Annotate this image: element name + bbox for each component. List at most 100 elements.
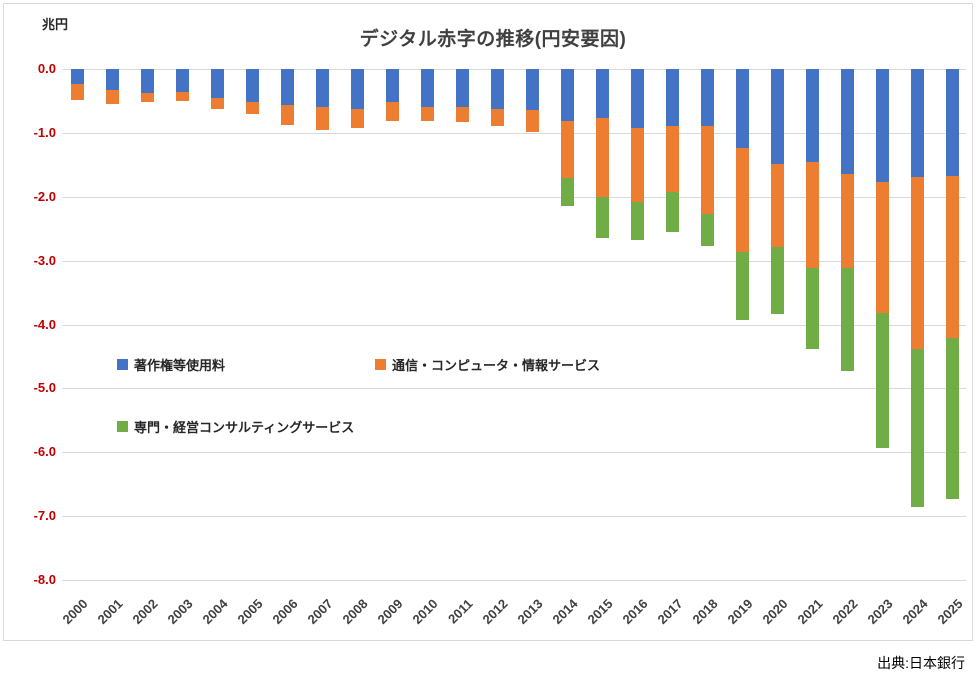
- bar-segment-2015: [595, 118, 609, 197]
- bar-segment-2015: [595, 69, 609, 119]
- gridline--2.0: [62, 196, 966, 198]
- gridline--8.0: [62, 580, 966, 581]
- bar-2007: [315, 69, 329, 130]
- bar-segment-2025: [945, 175, 959, 338]
- bar-2012: [490, 69, 504, 126]
- bar-segment-2002: [140, 92, 154, 103]
- y-axis-tick-label: -7.0: [33, 508, 56, 524]
- bar-segment-2025: [945, 69, 959, 176]
- legend-label: 通信・コンピュータ・情報サービス: [392, 358, 601, 373]
- bar-segment-2010: [420, 69, 434, 107]
- y-axis-tick-label: -3.0: [33, 252, 56, 268]
- bar-segment-2017: [665, 69, 679, 126]
- bar-segment-2018: [700, 213, 714, 246]
- bar-2023: [875, 69, 889, 449]
- bar-2025: [945, 69, 959, 500]
- y-axis-tick-label: 0.0: [37, 61, 56, 76]
- y-axis-tick-label: -1.0: [33, 124, 56, 140]
- bar-2002: [140, 69, 154, 103]
- bar-segment-2009: [385, 102, 399, 122]
- gridline--5.0: [62, 388, 966, 390]
- bar-segment-2002: [140, 69, 154, 93]
- bar-2019: [735, 69, 749, 321]
- bar-segment-2019: [735, 251, 749, 321]
- bar-segment-2017: [665, 191, 679, 232]
- bar-segment-2014: [560, 69, 574, 122]
- bar-segment-2024: [910, 176, 924, 350]
- bar-segment-2014: [560, 178, 574, 207]
- legend-swatch-green-icon: [117, 421, 128, 432]
- legend-label: 著作権等使用料: [134, 358, 226, 373]
- bar-2001: [105, 69, 119, 105]
- bar-2010: [420, 69, 434, 122]
- bar-segment-2012: [490, 108, 504, 126]
- bar-segment-2005: [245, 69, 259, 102]
- bar-segment-2000: [70, 69, 84, 85]
- bar-segment-2001: [105, 69, 119, 91]
- gridline--7.0: [62, 516, 966, 518]
- y-axis-unit-label: 兆円: [42, 17, 69, 32]
- bar-segment-2006: [280, 104, 294, 125]
- bar-segment-2023: [875, 69, 889, 183]
- bar-segment-2021: [805, 161, 819, 268]
- bar-segment-2006: [280, 69, 294, 105]
- bar-segment-2011: [455, 106, 469, 122]
- legend-swatch-blue-icon: [117, 359, 128, 370]
- gridline--3.0: [62, 260, 966, 262]
- chart-card: 兆円 デジタル赤字の推移(円安要因) 2000 2001 2002 2003 2004 2…: [3, 3, 973, 641]
- bar-segment-2014: [560, 121, 574, 179]
- bar-segment-2007: [315, 69, 329, 108]
- bar-segment-2003: [175, 69, 189, 92]
- source-credit: 出典:日本銀行: [877, 655, 965, 671]
- bar-segment-2010: [420, 106, 434, 122]
- bar-segment-2016: [630, 69, 644, 129]
- bar-segment-2008: [350, 108, 364, 129]
- bar-2015: [595, 69, 609, 239]
- bar-2016: [630, 69, 644, 241]
- bar-segment-2018: [700, 126, 714, 214]
- bar-segment-2016: [630, 128, 644, 202]
- bar-2022: [840, 69, 854, 372]
- chart-title: デジタル赤字の推移(円安要因): [359, 29, 627, 50]
- bar-2014: [560, 69, 574, 207]
- bar-segment-2020: [770, 163, 784, 248]
- bar-segment-2018: [700, 69, 714, 127]
- bar-segment-2019: [735, 147, 749, 252]
- bar-2005: [245, 69, 259, 114]
- bar-segment-2020: [770, 247, 784, 315]
- bar-2003: [175, 69, 189, 101]
- bar-2020: [770, 69, 784, 315]
- bar-2008: [350, 69, 364, 129]
- bar-segment-2015: [595, 196, 609, 239]
- bar-segment-2022: [840, 268, 854, 372]
- legend-item-telecom-computer-info-services: 通信・コンピュータ・情報サービス: [375, 355, 600, 374]
- bar-segment-2023: [875, 182, 889, 313]
- bar-segment-2022: [840, 69, 854, 175]
- bar-segment-2012: [490, 69, 504, 109]
- y-axis-tick-label: -4.0: [33, 316, 56, 332]
- bar-segment-2024: [910, 69, 924, 177]
- gridline--6.0: [62, 452, 966, 454]
- bar-2018: [700, 69, 714, 246]
- bar-segment-2019: [735, 69, 749, 148]
- y-axis-tick-label: -6.0: [33, 444, 56, 460]
- bar-segment-2024: [910, 349, 924, 508]
- bar-2006: [280, 69, 294, 125]
- bar-segment-2013: [525, 109, 539, 132]
- bar-segment-2016: [630, 201, 644, 241]
- bar-2021: [805, 69, 819, 349]
- bar-segment-2011: [455, 69, 469, 107]
- bar-segment-2017: [665, 125, 679, 192]
- bar-2017: [665, 69, 679, 232]
- bar-segment-2004: [210, 98, 224, 110]
- bar-segment-2013: [525, 69, 539, 110]
- gridline--4.0: [62, 324, 966, 326]
- bar-segment-2021: [805, 267, 819, 349]
- bar-2024: [910, 69, 924, 508]
- bar-segment-2025: [945, 337, 959, 500]
- legend-label: 専門・経営コンサルティングサービス: [134, 420, 355, 435]
- bar-segment-2008: [350, 69, 364, 109]
- bar-segment-2009: [385, 69, 399, 103]
- bar-segment-2003: [175, 91, 189, 101]
- bar-segment-2004: [210, 69, 224, 99]
